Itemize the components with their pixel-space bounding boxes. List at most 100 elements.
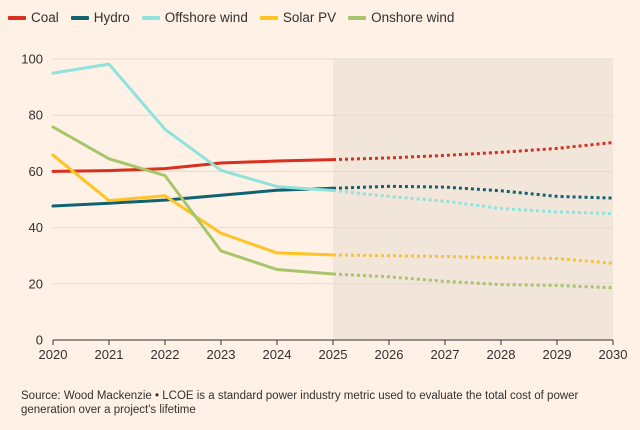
data-point-hydro [556,195,559,198]
x-tick-label: 2021 [95,347,124,362]
data-point-coal [388,156,391,159]
data-point-solar-pv [220,232,223,235]
data-point-onshore-wind [276,268,279,271]
data-point-solar-pv [276,251,279,254]
legend-label-offshore-wind: Offshore wind [164,10,248,25]
x-tick-label: 2020 [39,347,68,362]
series-line-hydro-forecast [332,184,614,200]
data-point-onshore-wind [220,249,223,252]
legend-label-solar-pv: Solar PV [282,10,337,25]
data-point-hydro [52,205,55,208]
data-point-solar-pv [388,254,391,257]
data-point-solar-pv [52,154,55,157]
data-point-onshore-wind [556,284,559,287]
data-point-offshore-wind [388,195,391,198]
data-point-hydro [444,186,447,189]
data-point-onshore-wind [164,174,167,177]
legend-item-onshore-wind: Onshore wind [348,10,454,25]
x-tick-label: 2024 [263,347,292,362]
data-point-hydro [108,202,111,205]
data-point-onshore-wind [332,273,335,276]
source-note: Source: Wood Mackenzie • LCOE is a stand… [21,390,579,416]
data-point-coal [276,160,279,163]
data-point-coal [500,151,503,154]
data-point-coal [52,170,55,173]
legend-swatch-solar-pv [259,15,278,20]
y-tick-label: 60 [29,164,43,179]
legend-label-hydro: Hydro [93,10,130,25]
data-point-coal [332,158,335,161]
data-point-coal [612,141,615,144]
data-point-hydro [164,199,167,202]
x-tick-label: 2028 [487,347,516,362]
data-point-offshore-wind [444,200,447,203]
series-line-offshore-wind-forecast [332,189,614,216]
data-point-offshore-wind [164,128,167,131]
legend-item-solar-pv: Solar PV [259,10,337,25]
x-tick-label: 2030 [599,347,628,362]
legend-label-coal: Coal [31,10,59,25]
data-point-hydro [612,197,615,200]
y-tick-label: 100 [21,52,43,67]
data-point-solar-pv [332,253,335,256]
legend: Coal Hydro Offshore wind Solar PV Onshor… [8,10,454,25]
data-point-coal [444,154,447,157]
data-point-offshore-wind [332,189,335,192]
data-point-onshore-wind [444,280,447,283]
data-point-offshore-wind [276,185,279,188]
data-point-onshore-wind [612,286,615,289]
data-point-offshore-wind [500,207,503,210]
data-point-solar-pv [612,262,615,265]
legend-label-onshore-wind: Onshore wind [371,10,455,25]
x-tick-label: 2022 [151,347,180,362]
y-tick-label: 40 [29,220,43,235]
x-tick-label: 2027 [431,347,460,362]
data-point-hydro [500,189,503,192]
x-tick-label: 2025 [319,347,348,362]
data-point-onshore-wind [500,283,503,286]
x-tick-label: 2026 [375,347,404,362]
data-point-offshore-wind [108,63,111,66]
data-point-offshore-wind [52,72,55,75]
legend-swatch-offshore-wind [141,15,160,20]
data-point-hydro [276,189,279,192]
data-point-coal [556,147,559,150]
data-point-coal [164,167,167,170]
data-point-onshore-wind [388,275,391,278]
forecast-shading [333,59,613,340]
y-tick-label: 20 [29,276,43,291]
data-point-solar-pv [108,199,111,202]
data-point-solar-pv [556,257,559,260]
series-line-coal-forecast [332,141,614,162]
data-point-onshore-wind [52,126,55,129]
data-point-onshore-wind [108,157,111,160]
data-point-offshore-wind [556,210,559,213]
legend-swatch-onshore-wind [348,15,367,20]
legend-swatch-hydro [70,15,89,20]
data-point-solar-pv [500,256,503,259]
data-point-hydro [388,185,391,188]
x-tick-label: 2023 [207,347,236,362]
legend-item-coal: Coal [8,10,59,25]
legend-item-hydro: Hydro [70,10,130,25]
y-tick-label: 80 [29,108,43,123]
data-point-offshore-wind [220,169,223,172]
data-point-coal [108,169,111,172]
series-line-onshore-wind-forecast [332,272,614,290]
series-line-coal-actual [51,158,335,173]
data-point-solar-pv [164,194,167,197]
series-line-hydro-actual [51,186,335,208]
series-line-onshore-wind-actual [51,125,335,276]
data-point-solar-pv [444,255,447,258]
data-point-coal [220,162,223,165]
data-point-offshore-wind [612,212,615,215]
line-chart: 0 20 40 60 80 100 2020 2021 2022 2023 2024 2025 2026… [21,52,628,363]
legend-swatch-coal [8,15,26,20]
y-tick-label: 0 [36,333,43,348]
legend-item-offshore-wind: Offshore wind [141,10,248,25]
series-line-solar-pv-forecast [332,253,614,265]
series-line-offshore-wind-actual [51,62,335,192]
data-point-hydro [220,194,223,197]
x-tick-label: 2029 [543,347,572,362]
